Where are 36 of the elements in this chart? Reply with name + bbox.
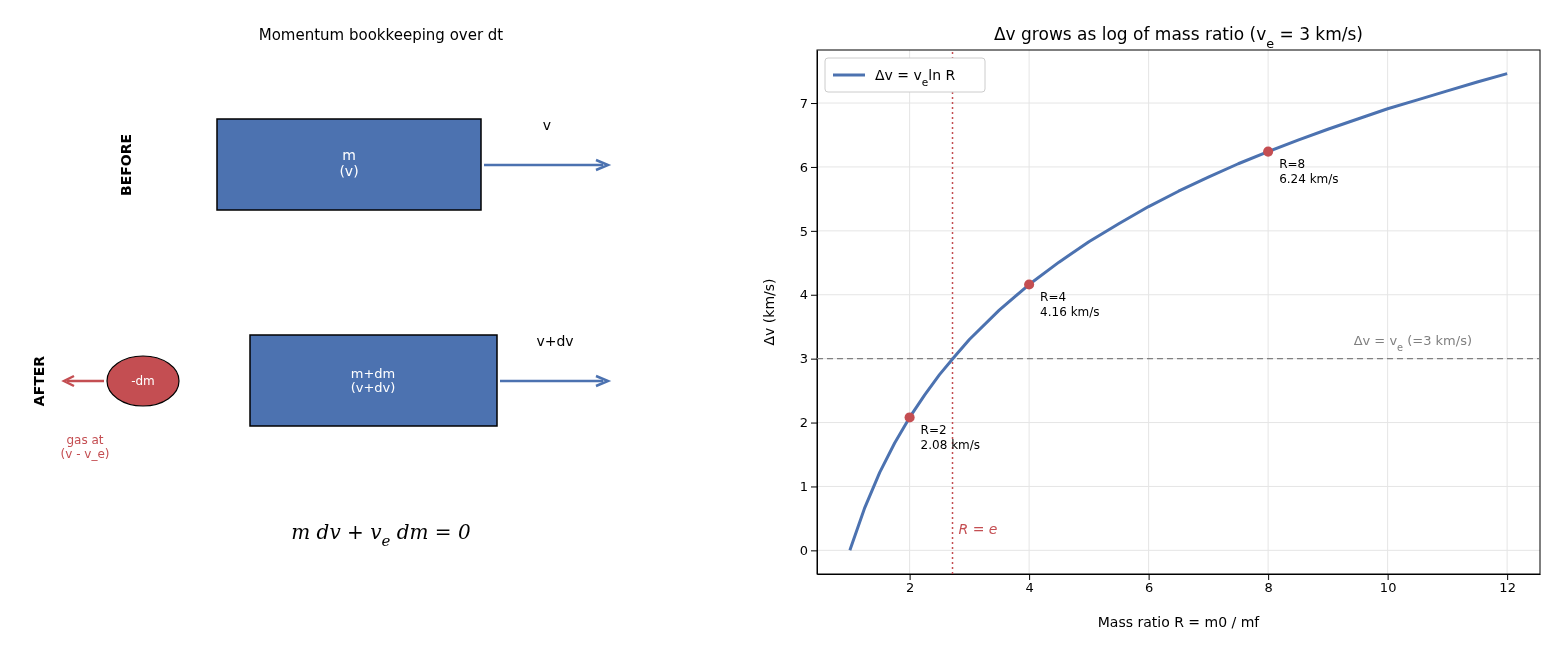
text: Momentum bookkeeping over dt	[258, 26, 504, 44]
chart-title: Δv grows as log of mass ratio (v$_{e}$ = 3 km/s)	[993, 24, 1364, 51]
annotation: R=2 2.08 km/s	[920, 422, 981, 452]
legend-label: Δv = v$_{e}$ln R	[875, 67, 956, 88]
text: BEFORE	[118, 133, 134, 197]
y-tick-label: 0	[799, 543, 808, 559]
x-tick-label: 4	[1025, 580, 1034, 596]
y-tick-label: 5	[799, 223, 808, 239]
y-tick-label: 6	[799, 159, 808, 175]
y-tick-label: 2	[799, 415, 808, 431]
x-tick-label: 8	[1264, 580, 1273, 596]
x-tick-label: 10	[1379, 580, 1397, 596]
ref-line-label: Δv = v$_{e}$ (=3 km/s)	[1353, 332, 1472, 353]
y-tick-label: 1	[799, 479, 808, 495]
text: m dv + v$_{e}$ dm = 0	[291, 519, 471, 550]
ref-line-label: R = e	[958, 521, 998, 537]
x-axis-title: Mass ratio R = m0 / mf	[1097, 614, 1261, 630]
x-tick-label: 6	[1144, 580, 1154, 596]
text: m+dm (v+dv)	[350, 365, 396, 395]
y-tick-label: 7	[799, 95, 808, 111]
annotation: R=4 4.16 km/s	[1040, 290, 1100, 320]
text: gas at (v - v_e)	[60, 432, 110, 461]
point	[904, 412, 915, 423]
text: m (v)	[339, 146, 359, 180]
point	[1024, 279, 1035, 290]
x-tick-label: 2	[905, 580, 915, 596]
y-tick-label: 4	[799, 287, 808, 303]
x-tick-label: 12	[1499, 580, 1516, 596]
text: v+dv	[536, 333, 574, 349]
annotation: R=8 6.24 km/s	[1279, 157, 1339, 187]
text: v	[542, 117, 552, 133]
y-axis-title: Δv (km/s)	[761, 278, 777, 346]
y-tick-label: 3	[799, 351, 808, 367]
text: -dm	[131, 373, 155, 388]
point	[1263, 146, 1274, 157]
text: AFTER	[31, 355, 47, 407]
